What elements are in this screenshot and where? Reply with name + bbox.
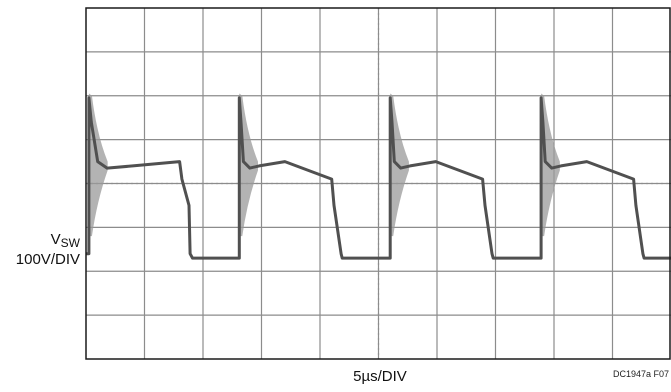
- plot-frame: [85, 7, 671, 360]
- vsw-trace: [86, 96, 671, 260]
- y-scale-label: 100V/DIV: [15, 251, 80, 268]
- figure-id: DC1947a F07: [612, 369, 669, 379]
- x-scale-label: 5µs/DIV: [353, 368, 407, 385]
- graticule: [86, 8, 671, 359]
- y-trace-label: VSW: [50, 231, 80, 250]
